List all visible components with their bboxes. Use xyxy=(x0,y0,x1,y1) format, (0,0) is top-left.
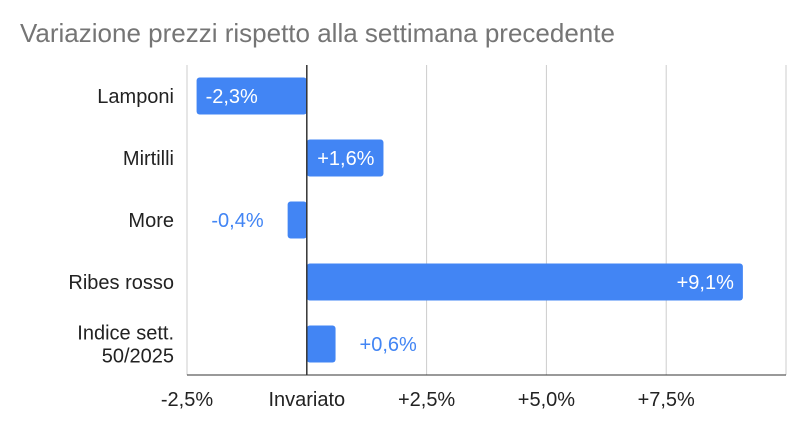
axis xyxy=(187,65,786,376)
x-tick-label-0: -2,5% xyxy=(161,389,213,411)
x-tick-label-4: +7,5% xyxy=(638,389,695,411)
gridlines xyxy=(186,65,787,375)
bar-1 xyxy=(306,139,384,177)
category-label-4: Indice sett. 50/2025 xyxy=(77,323,174,368)
x-tick-label-3: +5,0% xyxy=(518,389,575,411)
category-label-0: Lamponi xyxy=(97,86,174,108)
bar-3 xyxy=(306,263,743,301)
category-label-1: Mirtilli xyxy=(123,148,174,170)
bar-0 xyxy=(196,77,307,115)
labels: Lamponi -2,3% Mirtilli +1,6% More -0,4% Ribes … xyxy=(68,86,734,411)
data-label-4: +0,6% xyxy=(360,334,417,356)
bars xyxy=(196,77,743,363)
data-label-1: +1,6% xyxy=(317,148,374,170)
bar-2 xyxy=(287,201,307,239)
data-label-3: +9,1% xyxy=(677,272,734,294)
category-label-2: More xyxy=(128,210,174,232)
x-tick-label-1: Invariato xyxy=(268,389,345,411)
category-label-3: Ribes rosso xyxy=(68,272,174,294)
bar-4 xyxy=(306,325,336,363)
x-tick-label-2: +2,5% xyxy=(398,389,455,411)
data-label-2: -0,4% xyxy=(211,210,263,232)
data-label-0: -2,3% xyxy=(206,86,258,108)
chart-title: Variazione prezzi rispetto alla settiman… xyxy=(20,18,615,48)
